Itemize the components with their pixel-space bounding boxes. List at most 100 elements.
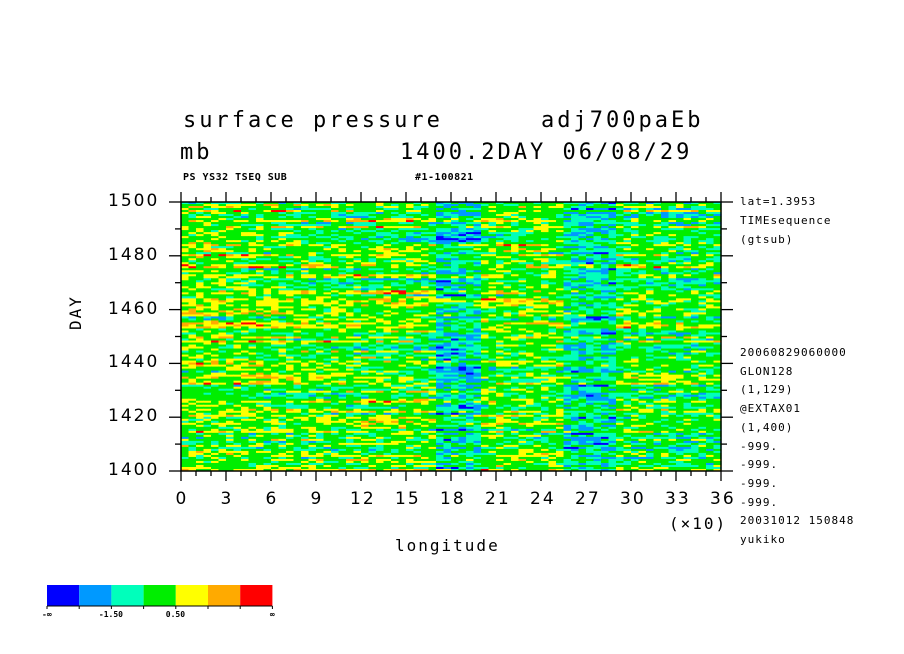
heatmap-cell (316, 312, 325, 315)
heatmap-cell (398, 232, 407, 235)
heatmap-cell (713, 286, 722, 289)
heatmap-cell (188, 340, 197, 343)
heatmap-cell (458, 304, 467, 307)
heatmap-cell (601, 300, 610, 303)
heatmap-cell (473, 274, 482, 277)
heatmap-cell (301, 304, 310, 307)
heatmap-cell (361, 236, 370, 239)
heatmap-cell (361, 314, 370, 317)
heatmap-cell (691, 316, 700, 319)
heatmap-cell (653, 206, 662, 209)
heatmap-cell (383, 302, 392, 305)
heatmap-cell (301, 324, 310, 327)
heatmap-cell (211, 328, 220, 331)
heatmap-cell (608, 288, 617, 291)
heatmap-cell (563, 246, 572, 249)
heatmap-cell (526, 254, 535, 257)
heatmap-cell (706, 250, 715, 253)
heatmap-cell (511, 320, 520, 323)
heatmap-cell (316, 216, 325, 219)
heatmap-cell (218, 232, 227, 235)
heatmap-cell (391, 270, 400, 273)
heatmap-cell (571, 310, 580, 313)
heatmap-cell (533, 262, 542, 265)
heatmap-cell (653, 270, 662, 273)
heatmap-cell (181, 210, 190, 213)
heatmap-cell (631, 246, 640, 249)
heatmap-cell (571, 322, 580, 325)
heatmap-cell (488, 284, 497, 287)
heatmap-cell (331, 306, 340, 309)
heatmap-cell (601, 268, 610, 271)
heatmap-cell (233, 310, 242, 313)
heatmap-cell (518, 302, 527, 305)
heatmap-cell (331, 238, 340, 241)
heatmap-cell (563, 242, 572, 245)
heatmap-cell (638, 324, 647, 327)
heatmap-cell (443, 272, 452, 275)
heatmap-cell (511, 228, 520, 231)
heatmap-cell (421, 214, 430, 217)
heatmap-cell (413, 226, 422, 229)
heatmap-cell (361, 306, 370, 309)
heatmap-cell (241, 306, 250, 309)
heatmap-cell (368, 226, 377, 229)
heatmap-cell (698, 282, 707, 285)
heatmap-cell (556, 300, 565, 303)
heatmap-cell (563, 280, 572, 283)
heatmap-cell (188, 312, 197, 315)
heatmap-cell (338, 274, 347, 277)
heatmap-cell (398, 204, 407, 207)
heatmap-cell (421, 316, 430, 319)
heatmap-cell (563, 304, 572, 307)
heatmap-cell (466, 238, 475, 241)
heatmap-cell (548, 324, 557, 327)
heatmap-cell (301, 232, 310, 235)
heatmap-cell (451, 250, 460, 253)
heatmap-cell (601, 322, 610, 325)
heatmap-cell (316, 246, 325, 249)
heatmap-cell (218, 224, 227, 227)
heatmap-cell (256, 300, 265, 303)
heatmap-cell (556, 310, 565, 313)
heatmap-cell (436, 212, 445, 215)
heatmap-cell (391, 312, 400, 315)
heatmap-cell (466, 246, 475, 249)
heatmap-cell (706, 306, 715, 309)
heatmap-cell (601, 262, 610, 265)
heatmap-cell (323, 308, 332, 311)
heatmap-cell (586, 228, 595, 231)
heatmap-cell (391, 332, 400, 335)
heatmap-cell (263, 304, 272, 307)
heatmap-cell (406, 332, 415, 335)
heatmap-cell (548, 210, 557, 213)
heatmap-cell (241, 236, 250, 239)
heatmap-cell (443, 256, 452, 259)
heatmap-cell (616, 208, 625, 211)
heatmap-cell (406, 282, 415, 285)
heatmap-cell (638, 314, 647, 317)
heatmap-cell (316, 336, 325, 339)
heatmap-cell (301, 250, 310, 253)
heatmap-cell (631, 304, 640, 307)
heatmap-cell (623, 214, 632, 217)
heatmap-cell (451, 212, 460, 215)
heatmap-cell (691, 304, 700, 307)
heatmap-cell (436, 278, 445, 281)
heatmap-cell (286, 232, 295, 235)
heatmap-cell (241, 228, 250, 231)
heatmap-cell (623, 218, 632, 221)
heatmap-cell (518, 210, 527, 213)
heatmap-cell (526, 296, 535, 299)
heatmap-cell (226, 324, 235, 327)
heatmap-cell (443, 208, 452, 211)
heatmap-cell (608, 302, 617, 305)
heatmap-cell (668, 330, 677, 333)
heatmap-cell (428, 268, 437, 271)
heatmap-cell (593, 218, 602, 221)
heatmap-cell (631, 264, 640, 267)
heatmap-cell (413, 262, 422, 265)
heatmap-cell (406, 320, 415, 323)
heatmap-cell (496, 232, 505, 235)
heatmap-cell (653, 250, 662, 253)
